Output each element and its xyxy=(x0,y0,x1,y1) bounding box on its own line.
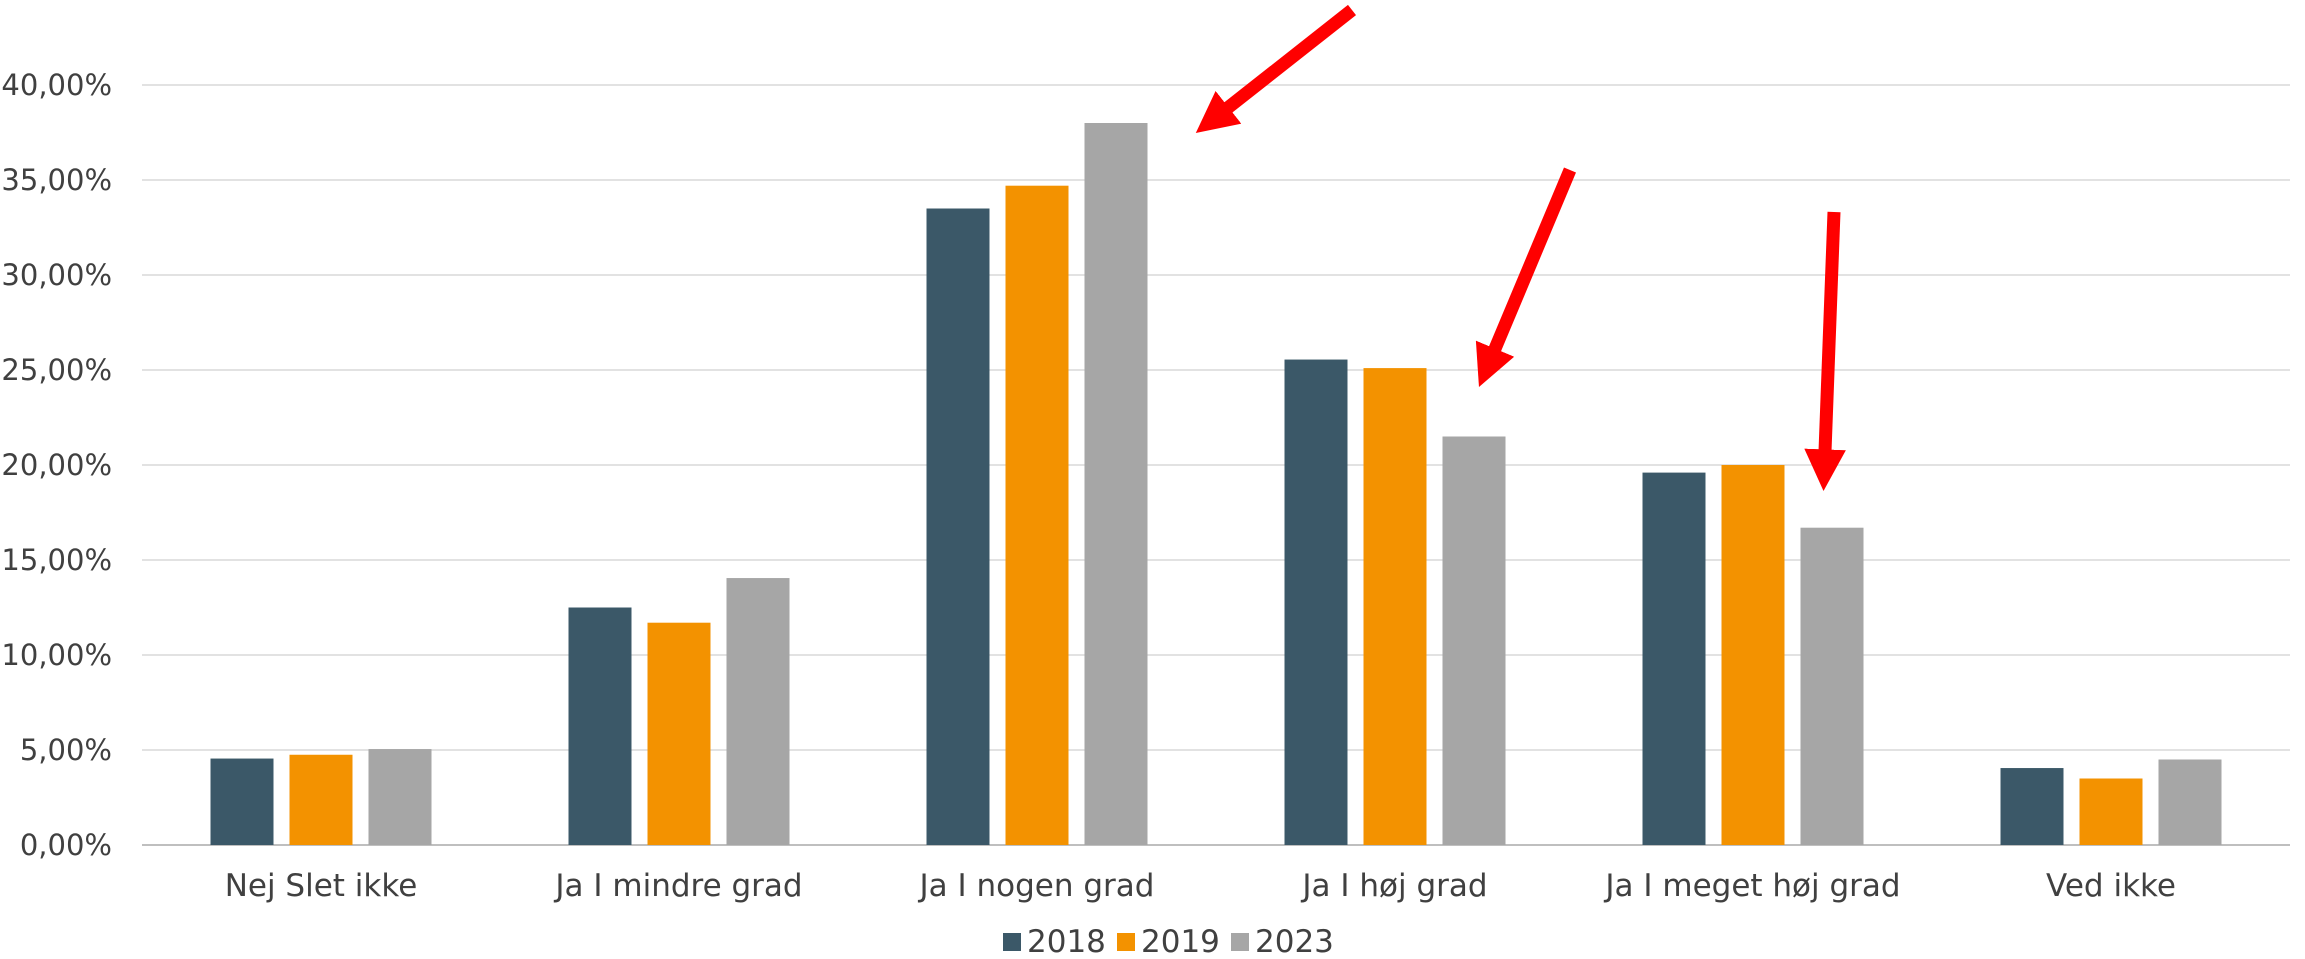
annotations xyxy=(1195,4,1846,491)
red-arrow-annotation xyxy=(1195,4,1357,134)
y-tick-label: 40,00% xyxy=(1,68,112,102)
y-axis-ticks: 0,00% 5,00% 10,00% 15,00% 20,00% 25,00% 30,00%… xyxy=(1,68,112,862)
bar-2018 xyxy=(1642,472,1706,845)
bar-2023 xyxy=(726,578,790,845)
bar-2018 xyxy=(2000,768,2064,845)
y-tick-label: 30,00% xyxy=(1,258,112,292)
red-arrow-annotation xyxy=(1804,211,1846,491)
bar-2018 xyxy=(926,208,990,845)
bars xyxy=(210,123,2222,845)
red-arrow-annotation xyxy=(1475,167,1576,387)
bar-2019 xyxy=(289,754,353,845)
bar-2019 xyxy=(2079,778,2143,845)
bar-2023 xyxy=(1084,123,1148,845)
bar-2019 xyxy=(1721,465,1785,845)
x-category-label: Nej Slet ikke xyxy=(225,868,418,904)
legend: 2018 2019 2023 xyxy=(1003,924,1334,959)
y-tick-label: 0,00% xyxy=(20,828,112,862)
legend-label: 2019 xyxy=(1141,924,1220,959)
x-category-label: Ved ikke xyxy=(2046,868,2176,904)
bar-2018 xyxy=(1284,359,1348,845)
y-tick-label: 25,00% xyxy=(1,353,112,387)
bar-2019 xyxy=(647,622,711,845)
legend-swatch xyxy=(1231,933,1249,951)
x-category-label: Ja I mindre grad xyxy=(553,868,802,904)
bar-2018 xyxy=(568,607,632,845)
bar-2019 xyxy=(1005,185,1069,845)
y-tick-label: 10,00% xyxy=(1,638,112,672)
y-tick-label: 20,00% xyxy=(1,448,112,482)
bar-2018 xyxy=(210,758,274,845)
bar-2023 xyxy=(1442,436,1506,845)
bar-2023 xyxy=(1800,527,1864,845)
x-category-label: Ja I nogen grad xyxy=(918,868,1155,904)
legend-label: 2018 xyxy=(1027,924,1106,959)
y-tick-label: 35,00% xyxy=(1,163,112,197)
bar-2019 xyxy=(1363,368,1427,845)
legend-swatch xyxy=(1003,933,1021,951)
bar-2023 xyxy=(368,749,432,845)
legend-label: 2023 xyxy=(1255,924,1334,959)
y-tick-label: 15,00% xyxy=(1,543,112,577)
gridlines xyxy=(142,84,2290,846)
x-category-label: Ja I meget høj grad xyxy=(1603,868,1900,904)
y-tick-label: 5,00% xyxy=(20,733,112,767)
legend-swatch xyxy=(1117,933,1135,951)
x-category-label: Ja I høj grad xyxy=(1300,868,1487,904)
x-axis-labels: Nej Slet ikke Ja I mindre grad Ja I nogen … xyxy=(225,868,2176,904)
bar-2023 xyxy=(2158,759,2222,845)
